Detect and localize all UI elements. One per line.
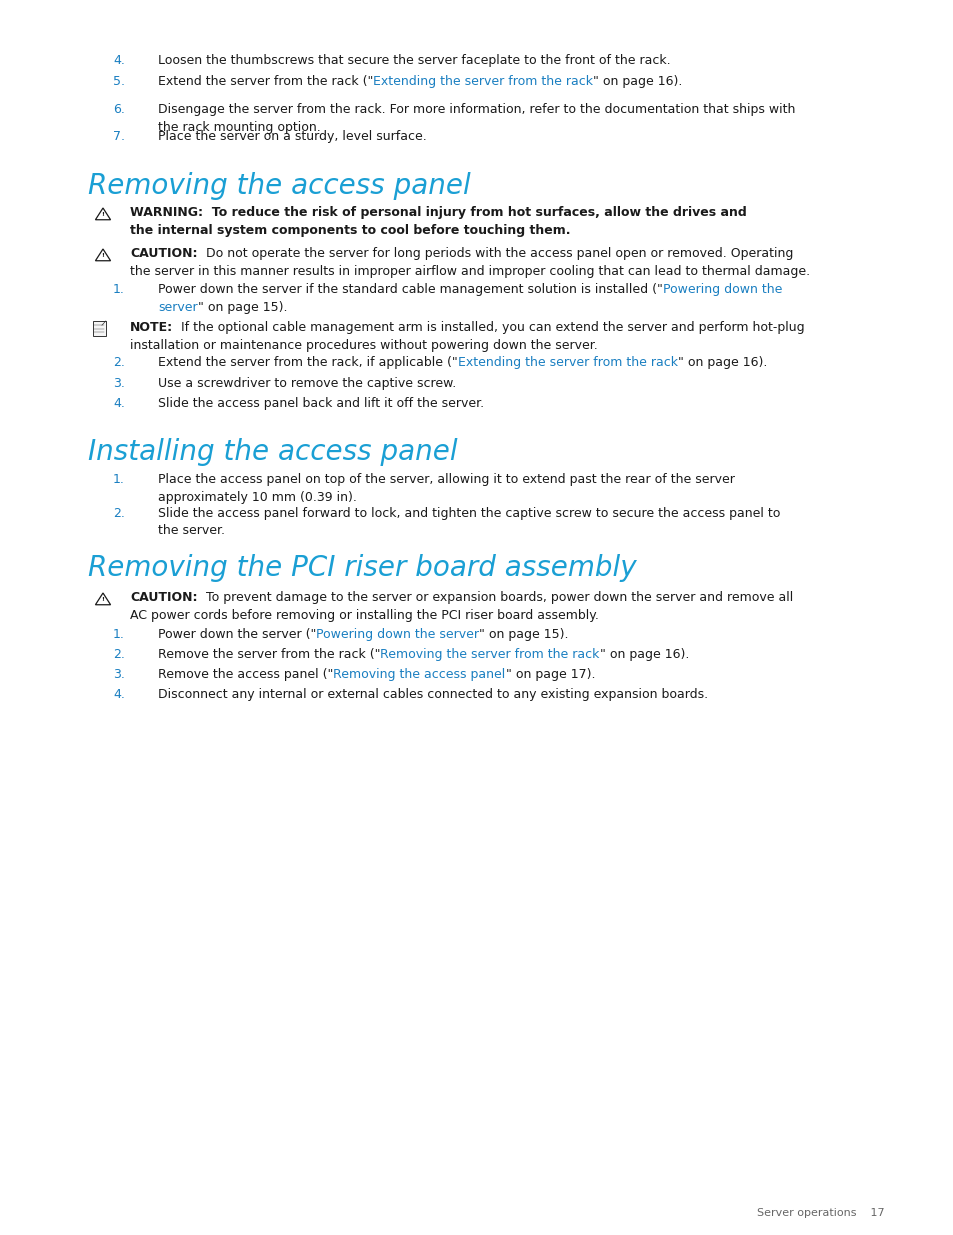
Text: Removing the server from the rack: Removing the server from the rack [380, 648, 599, 661]
Text: !: ! [101, 253, 105, 258]
Text: 6.: 6. [113, 103, 125, 116]
Text: Power down the server if the standard cable management solution is installed (": Power down the server if the standard ca… [158, 283, 662, 296]
Text: Slide the access panel forward to lock, and tighten the captive screw to secure : Slide the access panel forward to lock, … [158, 508, 780, 520]
Text: 4.: 4. [113, 396, 125, 410]
Text: Extend the server from the rack (": Extend the server from the rack (" [158, 75, 373, 88]
Text: Place the access panel on top of the server, allowing it to extend past the rear: Place the access panel on top of the ser… [158, 473, 734, 487]
Text: 2.: 2. [113, 508, 125, 520]
Bar [92, 321, 106, 336]
Text: " on page 15).: " on page 15). [197, 300, 287, 314]
Text: Loosen the thumbscrews that secure the server faceplate to the front of the rack: Loosen the thumbscrews that secure the s… [158, 54, 670, 67]
Text: Extending the server from the rack: Extending the server from the rack [457, 356, 677, 369]
Text: 1.: 1. [113, 283, 125, 296]
Text: Removing the PCI riser board assembly: Removing the PCI riser board assembly [88, 555, 636, 582]
Text: !: ! [101, 597, 105, 601]
Text: Server operations    17: Server operations 17 [757, 1208, 884, 1218]
Text: 4.: 4. [113, 688, 125, 701]
Text: Disengage the server from the rack. For more information, refer to the documenta: Disengage the server from the rack. For … [158, 103, 795, 116]
Text: 2.: 2. [113, 356, 125, 369]
Text: Remove the server from the rack (": Remove the server from the rack (" [158, 648, 380, 661]
Text: the server.: the server. [158, 525, 225, 537]
Text: server: server [158, 300, 197, 314]
Text: " on page 16).: " on page 16). [599, 648, 688, 661]
Text: CAUTION:: CAUTION: [130, 247, 197, 261]
Text: 7.: 7. [112, 130, 125, 143]
Text: approximately 10 mm (0.39 in).: approximately 10 mm (0.39 in). [158, 490, 356, 504]
Text: Installing the access panel: Installing the access panel [88, 438, 457, 466]
Text: Removing the access panel: Removing the access panel [333, 668, 505, 680]
Text: CAUTION:: CAUTION: [130, 592, 197, 604]
Text: the internal system components to cool before touching them.: the internal system components to cool b… [130, 224, 570, 236]
Text: Remove the access panel (": Remove the access panel (" [158, 668, 333, 680]
Text: !: ! [101, 211, 105, 217]
Text: 3.: 3. [113, 377, 125, 390]
Text: 1.: 1. [113, 629, 125, 641]
Text: " on page 16).: " on page 16). [593, 75, 682, 88]
Text: Powering down the server: Powering down the server [316, 629, 478, 641]
Text: " on page 15).: " on page 15). [478, 629, 568, 641]
Text: 2.: 2. [113, 648, 125, 661]
Text: AC power cords before removing or installing the PCI riser board assembly.: AC power cords before removing or instal… [130, 609, 598, 621]
Text: Do not operate the server for long periods with the access panel open or removed: Do not operate the server for long perio… [197, 247, 792, 261]
Text: Slide the access panel back and lift it off the server.: Slide the access panel back and lift it … [158, 396, 483, 410]
Text: the server in this manner results in improper airflow and improper cooling that : the server in this manner results in imp… [130, 264, 809, 278]
Text: Powering down the: Powering down the [662, 283, 781, 296]
Text: Power down the server (": Power down the server (" [158, 629, 316, 641]
Text: 5.: 5. [112, 75, 125, 88]
Text: " on page 16).: " on page 16). [677, 356, 766, 369]
Text: " on page 17).: " on page 17). [505, 668, 595, 680]
Text: 1.: 1. [113, 473, 125, 487]
Text: Disconnect any internal or external cables connected to any existing expansion b: Disconnect any internal or external cabl… [158, 688, 707, 701]
Text: Use a screwdriver to remove the captive screw.: Use a screwdriver to remove the captive … [158, 377, 456, 390]
Text: To prevent damage to the server or expansion boards, power down the server and r: To prevent damage to the server or expan… [197, 592, 792, 604]
Text: NOTE:: NOTE: [130, 321, 172, 333]
Text: installation or maintenance procedures without powering down the server.: installation or maintenance procedures w… [130, 338, 598, 352]
Text: the rack mounting option.: the rack mounting option. [158, 121, 320, 133]
Text: If the optional cable management arm is installed, you can extend the server and: If the optional cable management arm is … [172, 321, 804, 333]
Text: Place the server on a sturdy, level surface.: Place the server on a sturdy, level surf… [158, 130, 426, 143]
Text: Extending the server from the rack: Extending the server from the rack [373, 75, 593, 88]
Text: WARNING:  To reduce the risk of personal injury from hot surfaces, allow the dri: WARNING: To reduce the risk of personal … [130, 206, 746, 219]
Text: Extend the server from the rack, if applicable (": Extend the server from the rack, if appl… [158, 356, 457, 369]
Text: 4.: 4. [113, 54, 125, 67]
Text: 3.: 3. [113, 668, 125, 680]
Text: Removing the access panel: Removing the access panel [88, 172, 470, 200]
